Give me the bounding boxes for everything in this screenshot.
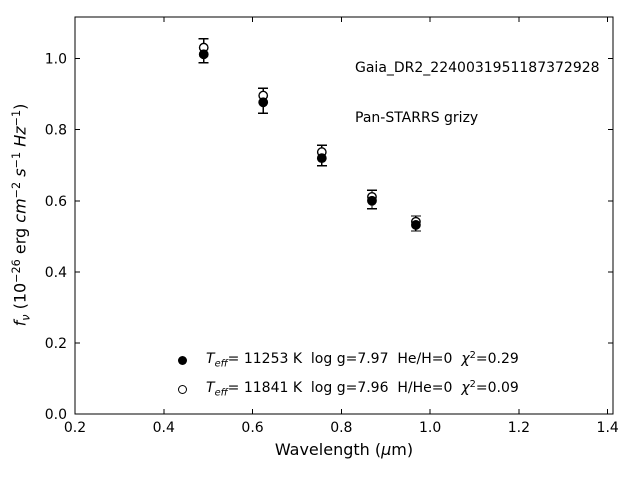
text-segment: −1 bbox=[9, 151, 23, 169]
text-segment: ν bbox=[19, 314, 33, 321]
x-tick-label: 1.2 bbox=[508, 420, 530, 436]
text-segment: eff bbox=[214, 387, 228, 399]
text-segment: 2 bbox=[469, 379, 476, 391]
legend-row-open-model: Teff= 11841 K log g=7.96 H/He=0 χ2=0.09 bbox=[178, 379, 519, 399]
y-tick-label: 0.0 bbox=[45, 407, 67, 423]
text-segment: s bbox=[10, 168, 30, 177]
open-circle-marker-icon bbox=[178, 384, 187, 394]
x-tick-label: 1.0 bbox=[419, 420, 441, 436]
model-filled-point bbox=[198, 49, 209, 60]
text-segment: = 11253 K log g=7.97 He/H=0 bbox=[227, 351, 462, 368]
text-segment: −1 bbox=[9, 109, 23, 127]
target-annotation: Gaia_DR2_2240031951187372928 Pan-STARRS … bbox=[355, 27, 600, 159]
legend: Teff= 11253 K log g=7.97 He/H=0 χ2=0.29 … bbox=[178, 350, 519, 399]
x-tick-label: 0.4 bbox=[153, 420, 175, 436]
x-tick-label: 0.6 bbox=[241, 420, 263, 436]
text-segment: m) bbox=[391, 440, 414, 459]
text-segment: T bbox=[206, 380, 215, 397]
y-tick-label: 1.0 bbox=[45, 52, 67, 68]
text-segment: χ bbox=[461, 351, 470, 368]
text-segment: χ bbox=[461, 380, 470, 397]
legend-label-filled-model: Teff= 11253 K log g=7.97 He/H=0 χ2=0.29 bbox=[206, 350, 519, 369]
y-tick-label: 0.8 bbox=[45, 123, 67, 139]
text-segment: =0.29 bbox=[475, 351, 519, 368]
legend-label-open-model: Teff= 11841 K log g=7.96 H/He=0 χ2=0.09 bbox=[206, 379, 519, 398]
model-filled-point bbox=[258, 97, 269, 108]
text-segment: ) bbox=[10, 103, 30, 110]
model-filled-point bbox=[367, 195, 377, 206]
text-segment: 2 bbox=[469, 350, 476, 362]
y-axis-label: fν (10−26 erg cm−2 s−1 Hz−1) bbox=[10, 104, 33, 327]
filled-circle-marker-icon bbox=[178, 355, 187, 365]
survey-label: Pan-STARRS grizy bbox=[355, 109, 479, 126]
text-segment: (10 bbox=[10, 282, 30, 315]
legend-row-filled-model: Teff= 11253 K log g=7.97 He/H=0 χ2=0.29 bbox=[178, 350, 519, 370]
text-segment: f bbox=[10, 320, 30, 327]
text-segment bbox=[10, 177, 29, 182]
text-segment: eff bbox=[214, 358, 228, 370]
x-tick-label: 0.8 bbox=[330, 420, 352, 436]
text-segment: Wavelength ( bbox=[274, 440, 382, 459]
y-tick-label: 0.6 bbox=[45, 194, 67, 210]
x-tick-label: 1.4 bbox=[597, 420, 619, 436]
text-segment: −2 bbox=[9, 181, 23, 199]
model-filled-point bbox=[411, 220, 421, 230]
y-tick-label: 0.2 bbox=[45, 336, 67, 352]
text-segment bbox=[10, 147, 29, 152]
x-tick-label: 0.2 bbox=[64, 420, 86, 436]
target-id: Gaia_DR2_2240031951187372928 bbox=[355, 60, 600, 76]
text-segment: μ bbox=[381, 440, 392, 459]
text-segment: =0.09 bbox=[475, 380, 519, 397]
text-segment: erg bbox=[10, 222, 30, 260]
model-filled-point bbox=[316, 153, 327, 164]
text-segment: cm bbox=[10, 198, 30, 223]
text-segment: −26 bbox=[9, 259, 23, 283]
text-segment: = 11841 K log g=7.96 H/He=0 bbox=[227, 380, 462, 397]
text-segment: Hz bbox=[10, 126, 30, 147]
x-axis-label: Wavelength (μm) bbox=[0, 440, 640, 459]
y-tick-label: 0.4 bbox=[45, 265, 67, 281]
text-segment: T bbox=[206, 351, 215, 368]
plot-frame bbox=[74, 16, 614, 415]
